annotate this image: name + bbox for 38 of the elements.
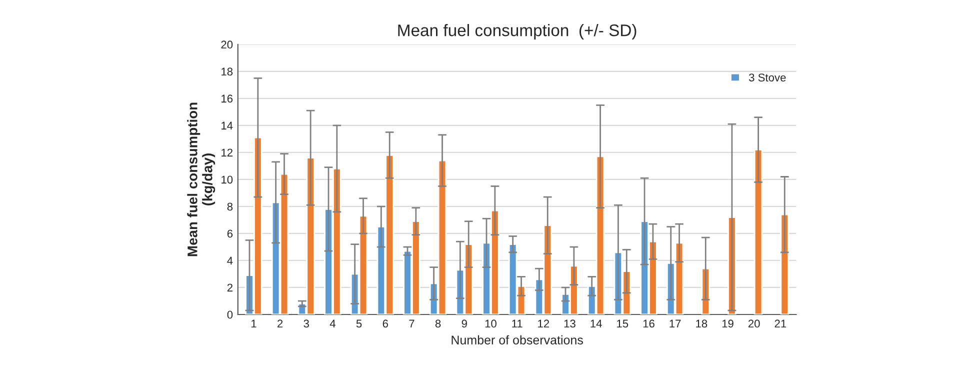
x-tick-label: 2 [278, 320, 283, 328]
x-tick-label: 6 [382, 320, 388, 328]
x-tick-label: 3 [304, 320, 309, 328]
y-tick-label: 8 [227, 202, 233, 211]
x-tick-label: 5 [356, 320, 362, 328]
bar [754, 149, 763, 314]
x-tick-label: 10 [485, 320, 496, 328]
bar [780, 214, 790, 314]
y-tick-label: 10 [222, 176, 233, 184]
x-tick-label: 14 [590, 320, 602, 328]
x-tick-label: 17 [670, 320, 681, 328]
legend-label: 3 Stove [748, 74, 786, 82]
y-tick-label: 18 [222, 68, 233, 76]
y-tick-label: 0 [227, 310, 233, 319]
x-tick-label: 19 [722, 320, 734, 328]
x-tick-label: 11 [512, 320, 522, 328]
x-axis-title: Number of observations [452, 335, 583, 344]
x-tick-label: 15 [617, 320, 628, 328]
y-tick-label: 12 [222, 148, 232, 156]
x-tick-label: 4 [330, 320, 336, 328]
x-tick-label: 20 [748, 320, 760, 328]
y-tick-label: 20 [221, 40, 233, 49]
x-tick-label: 21 [774, 320, 786, 328]
x-tick-label: 12 [538, 320, 550, 328]
y-tick-label: 4 [227, 256, 233, 265]
y-tick-label: 6 [227, 230, 233, 238]
y-axis-title: Mean fuel consumption (kg/day) [187, 102, 216, 256]
x-tick-label: 1 [251, 320, 256, 328]
y-tick-label: 16 [222, 94, 233, 103]
x-tick-label: 13 [564, 320, 576, 328]
y-tick-label: 14 [222, 122, 233, 130]
chart-title: Mean fuel consumption (+/- SD) [398, 24, 636, 40]
x-tick-label: 16 [643, 320, 654, 328]
x-tick-label: 8 [435, 320, 441, 328]
x-tick-label: 7 [409, 320, 414, 328]
y-tick-label: 2 [227, 284, 232, 292]
x-tick-label: 18 [696, 320, 708, 328]
x-tick-label: 9 [462, 320, 467, 328]
